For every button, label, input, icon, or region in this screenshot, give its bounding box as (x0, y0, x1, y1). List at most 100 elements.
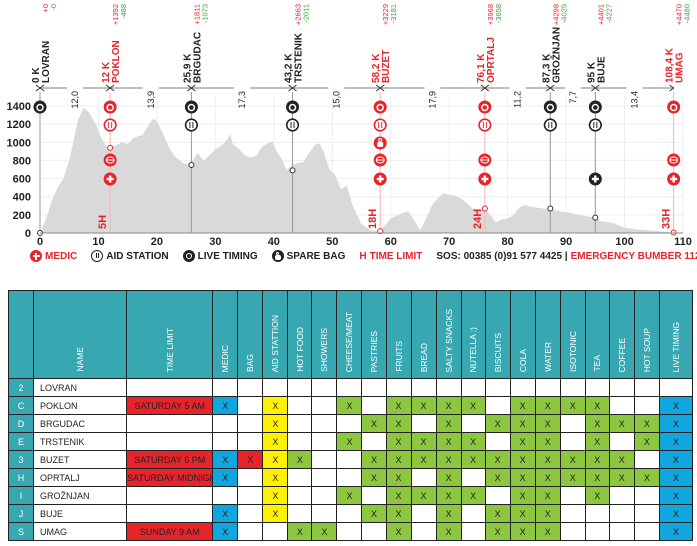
service-cell (361, 522, 387, 541)
time-limit-cell: SATURDAY 6 PM (126, 450, 214, 469)
column-header-label: SALTY SNACKS (443, 308, 454, 372)
row-id: 3 (7, 450, 35, 469)
service-cell (237, 432, 264, 451)
station-name: OPRTALJ (486, 37, 497, 83)
service-cell: X (509, 450, 536, 469)
x-tick-label: 70 (443, 236, 455, 246)
service-cell: X (361, 468, 387, 487)
elevation-gain: +1392 (111, 4, 120, 25)
segment-distance-label: 13,9 (146, 91, 156, 109)
segment-label-bg (328, 84, 345, 92)
service-cell: X (410, 450, 437, 469)
live-timing-icon (667, 100, 681, 114)
legend-contact: SOS: 00385 (0)91 577 4425 | EMERGENCY BU… (436, 251, 697, 262)
column-header-label: SHOWERS (319, 328, 330, 372)
table-row: E TRSTENIK X X X X X X X X X X X (7, 432, 694, 451)
row-id: C (7, 396, 35, 415)
time-limit-icon: H (359, 250, 367, 262)
station-marker (289, 167, 296, 174)
legend-time-limit: H TIME LIMIT (359, 251, 422, 262)
column-header: BREAD (410, 290, 437, 379)
service-cell (212, 486, 239, 505)
table-row: H OPRTALJ SATURDAY MIDNIGHT X X X X X X X X X X X X X (7, 468, 694, 487)
service-cell (435, 378, 462, 397)
y-tick-label: 1000 (7, 137, 31, 149)
medic-icon (478, 172, 492, 186)
column-header: CHEESE/MEAT (336, 290, 363, 379)
x-tick-label: 60 (385, 236, 397, 246)
service-cell (237, 468, 264, 487)
service-cell: X (633, 414, 660, 433)
column-header: COFFEE (608, 290, 635, 379)
segment-label-bg (564, 84, 581, 92)
live-timing-icon (373, 100, 387, 114)
service-cell: X (410, 432, 437, 451)
medic-icon (588, 172, 602, 186)
service-cell (633, 522, 660, 541)
aid-station-table-wrap: NAME TIME LIMIT MEDIC BAG AID STATTION HOT FO… (7, 290, 694, 541)
column-header-label: MEDIC (220, 344, 231, 372)
service-cell: X (534, 468, 561, 487)
x-tick-label: 40 (268, 236, 280, 246)
service-cell: X (262, 432, 289, 451)
service-cell (237, 378, 264, 397)
service-cell: X (484, 414, 511, 433)
service-cell (608, 432, 635, 451)
station-label: 108,4 KUMAG (665, 47, 686, 83)
service-cell: X (385, 504, 412, 523)
service-cell (410, 468, 437, 487)
station-label: 43,2 KTRSTENIK (284, 32, 305, 83)
column-header: TEA (584, 290, 610, 379)
arrow-icon (594, 84, 600, 92)
service-cell (584, 504, 610, 523)
service-cell: X (460, 432, 486, 451)
service-cell (361, 432, 387, 451)
station-name-cell: LOVRAN (33, 378, 128, 397)
column-header: HOT FOOD (287, 290, 313, 379)
service-cell: X (584, 414, 610, 433)
service-cell: X (410, 396, 437, 415)
service-cell: X (460, 486, 486, 505)
service-cell: X (435, 468, 462, 487)
station-name-cell: GROŽNJAN (33, 486, 128, 505)
live-timing-icon (33, 100, 47, 114)
service-cell: X (484, 504, 511, 523)
station-marker (592, 214, 599, 221)
station-name: GROŽNJAN (549, 27, 562, 83)
service-cell: X (262, 450, 289, 469)
table-header-row: NAME TIME LIMIT MEDIC BAG AID STATTION HOT FO… (7, 290, 694, 379)
station-label: 12 KPOKLON (101, 40, 122, 83)
elevation-loss: -4227 (604, 4, 613, 23)
aid-station-icon (91, 250, 104, 262)
time-limit-label: 33H (661, 209, 673, 229)
arrow-icon (379, 84, 385, 92)
service-cell: X (385, 468, 412, 487)
station-marker (547, 205, 554, 212)
time-limit-label: 24H (472, 209, 484, 229)
service-cell: X (584, 450, 610, 469)
table-row: 3 BUZET SATURDAY 6 PM X X X X X X X X X X X X X X X X (7, 450, 694, 469)
station-name: BRGUDAC (192, 32, 203, 83)
station-name-cell: BUZET (33, 450, 128, 469)
service-cell (361, 396, 387, 415)
x-tick-label: 0 (37, 236, 43, 246)
service-cell (608, 396, 635, 415)
column-header-label: COLA (517, 348, 528, 372)
medic-icon (373, 172, 387, 186)
elevation-loss: -0 (49, 4, 58, 11)
service-cell (584, 378, 610, 397)
table-row: D BRGUDAC X X X X X X X X X X X (7, 414, 694, 433)
time-limit-cell: SATURDAY 5 AM (126, 396, 214, 415)
x-tick-label: 30 (209, 236, 221, 246)
service-cell: X (534, 522, 561, 541)
row-id: J (7, 504, 35, 523)
service-cell: X (484, 468, 511, 487)
service-cell: X (658, 468, 694, 487)
emergency-number: EMERGENCY BUMBER 112 (570, 250, 697, 262)
service-cell (336, 414, 363, 433)
y-tick-label: 800 (13, 155, 31, 167)
time-limit-cell (126, 504, 214, 523)
service-cell: X (385, 432, 412, 451)
service-cell: X (361, 450, 387, 469)
service-cell: X (484, 450, 511, 469)
